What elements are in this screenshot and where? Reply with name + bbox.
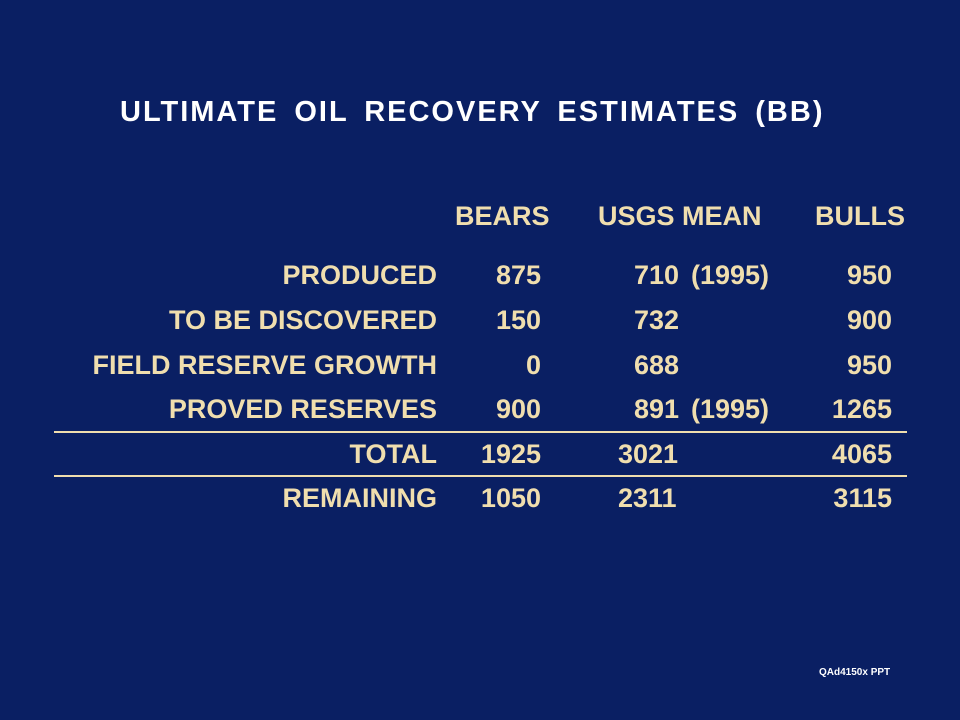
cell-bears: 150 [495,305,541,335]
cell-usgs: 710 [634,260,680,290]
divider-line [54,431,907,433]
row-label: TO BE DISCOVERED [168,305,437,335]
slide-title: ULTIMATE OIL RECOVERY ESTIMATES (BB) [120,96,825,128]
cell-bulls: 4065 [831,439,892,469]
row-label: FIELD RESERVE GROWTH [92,350,437,380]
cell-bulls: 900 [846,305,892,335]
cell-bulls: 950 [846,350,892,380]
cell-bulls: 3115 [833,483,892,513]
row-label: PRODUCED [282,260,437,290]
cell-bears: 0 [525,350,541,380]
row-label: PROVED RESERVES [168,394,437,424]
cell-bears: 1925 [480,439,541,469]
cell-usgs-note: (1995) [691,394,770,424]
column-header-bulls: BULLS [815,201,905,231]
cell-usgs: 891 [634,394,680,424]
cell-usgs: 3021 [618,439,679,469]
cell-usgs: 2311 [618,483,677,513]
slide-footer-code: QAd4150x PPT [819,667,891,678]
row-label-remaining: REMAINING [282,483,438,513]
divider-line [54,475,907,477]
cell-bulls: 950 [846,260,892,290]
cell-usgs: 732 [634,305,680,335]
cell-usgs: 688 [634,350,680,380]
column-header-usgs-mean: USGS MEAN [598,201,762,231]
cell-bears: 900 [495,394,541,424]
column-header-bears: BEARS [455,201,550,231]
cell-bulls: 1265 [831,394,892,424]
cell-usgs-note: (1995) [691,260,770,290]
cell-bears: 1050 [480,483,541,513]
row-label-total: TOTAL [349,439,438,469]
cell-bears: 875 [495,260,541,290]
